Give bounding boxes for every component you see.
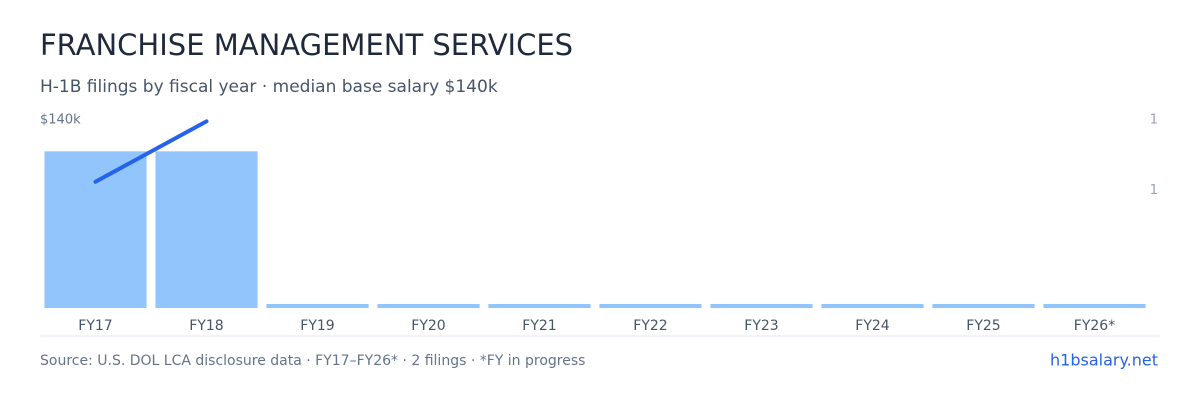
site-link[interactable]: h1bsalary.net <box>1050 351 1158 370</box>
x-tick-label: FY19 <box>300 318 334 334</box>
x-tick-label: FY24 <box>855 318 890 334</box>
x-tick-label: FY18 <box>189 318 223 334</box>
x-tick-label: FY22 <box>633 318 667 334</box>
chart-subtitle: H-1B filings by fiscal year · median bas… <box>40 77 498 97</box>
chart-title: FRANCHISE MANAGEMENT SERVICES <box>40 28 573 62</box>
x-tick-label: FY20 <box>411 318 445 334</box>
x-tick-label: FY21 <box>522 318 556 334</box>
bar <box>710 304 813 308</box>
bar <box>266 304 369 308</box>
x-tick-label: FY23 <box>744 318 778 334</box>
x-tick-label: FY25 <box>966 318 1000 334</box>
bar <box>599 304 702 308</box>
bar <box>377 304 480 308</box>
bar <box>44 151 147 308</box>
bar <box>1043 304 1146 308</box>
x-tick-label: FY26* <box>1074 318 1115 334</box>
y2-tick-label: 1 <box>1150 183 1158 198</box>
line <box>93 119 209 184</box>
bar <box>488 304 591 308</box>
bar <box>932 304 1035 308</box>
y2-tick-label: 1 <box>1150 113 1158 128</box>
x-tick-label: FY17 <box>78 318 112 334</box>
bar <box>155 151 258 308</box>
y-tick-label: $140k <box>40 113 81 128</box>
source-note: Source: U.S. DOL LCA disclosure data · F… <box>40 353 585 369</box>
bar <box>821 304 924 308</box>
